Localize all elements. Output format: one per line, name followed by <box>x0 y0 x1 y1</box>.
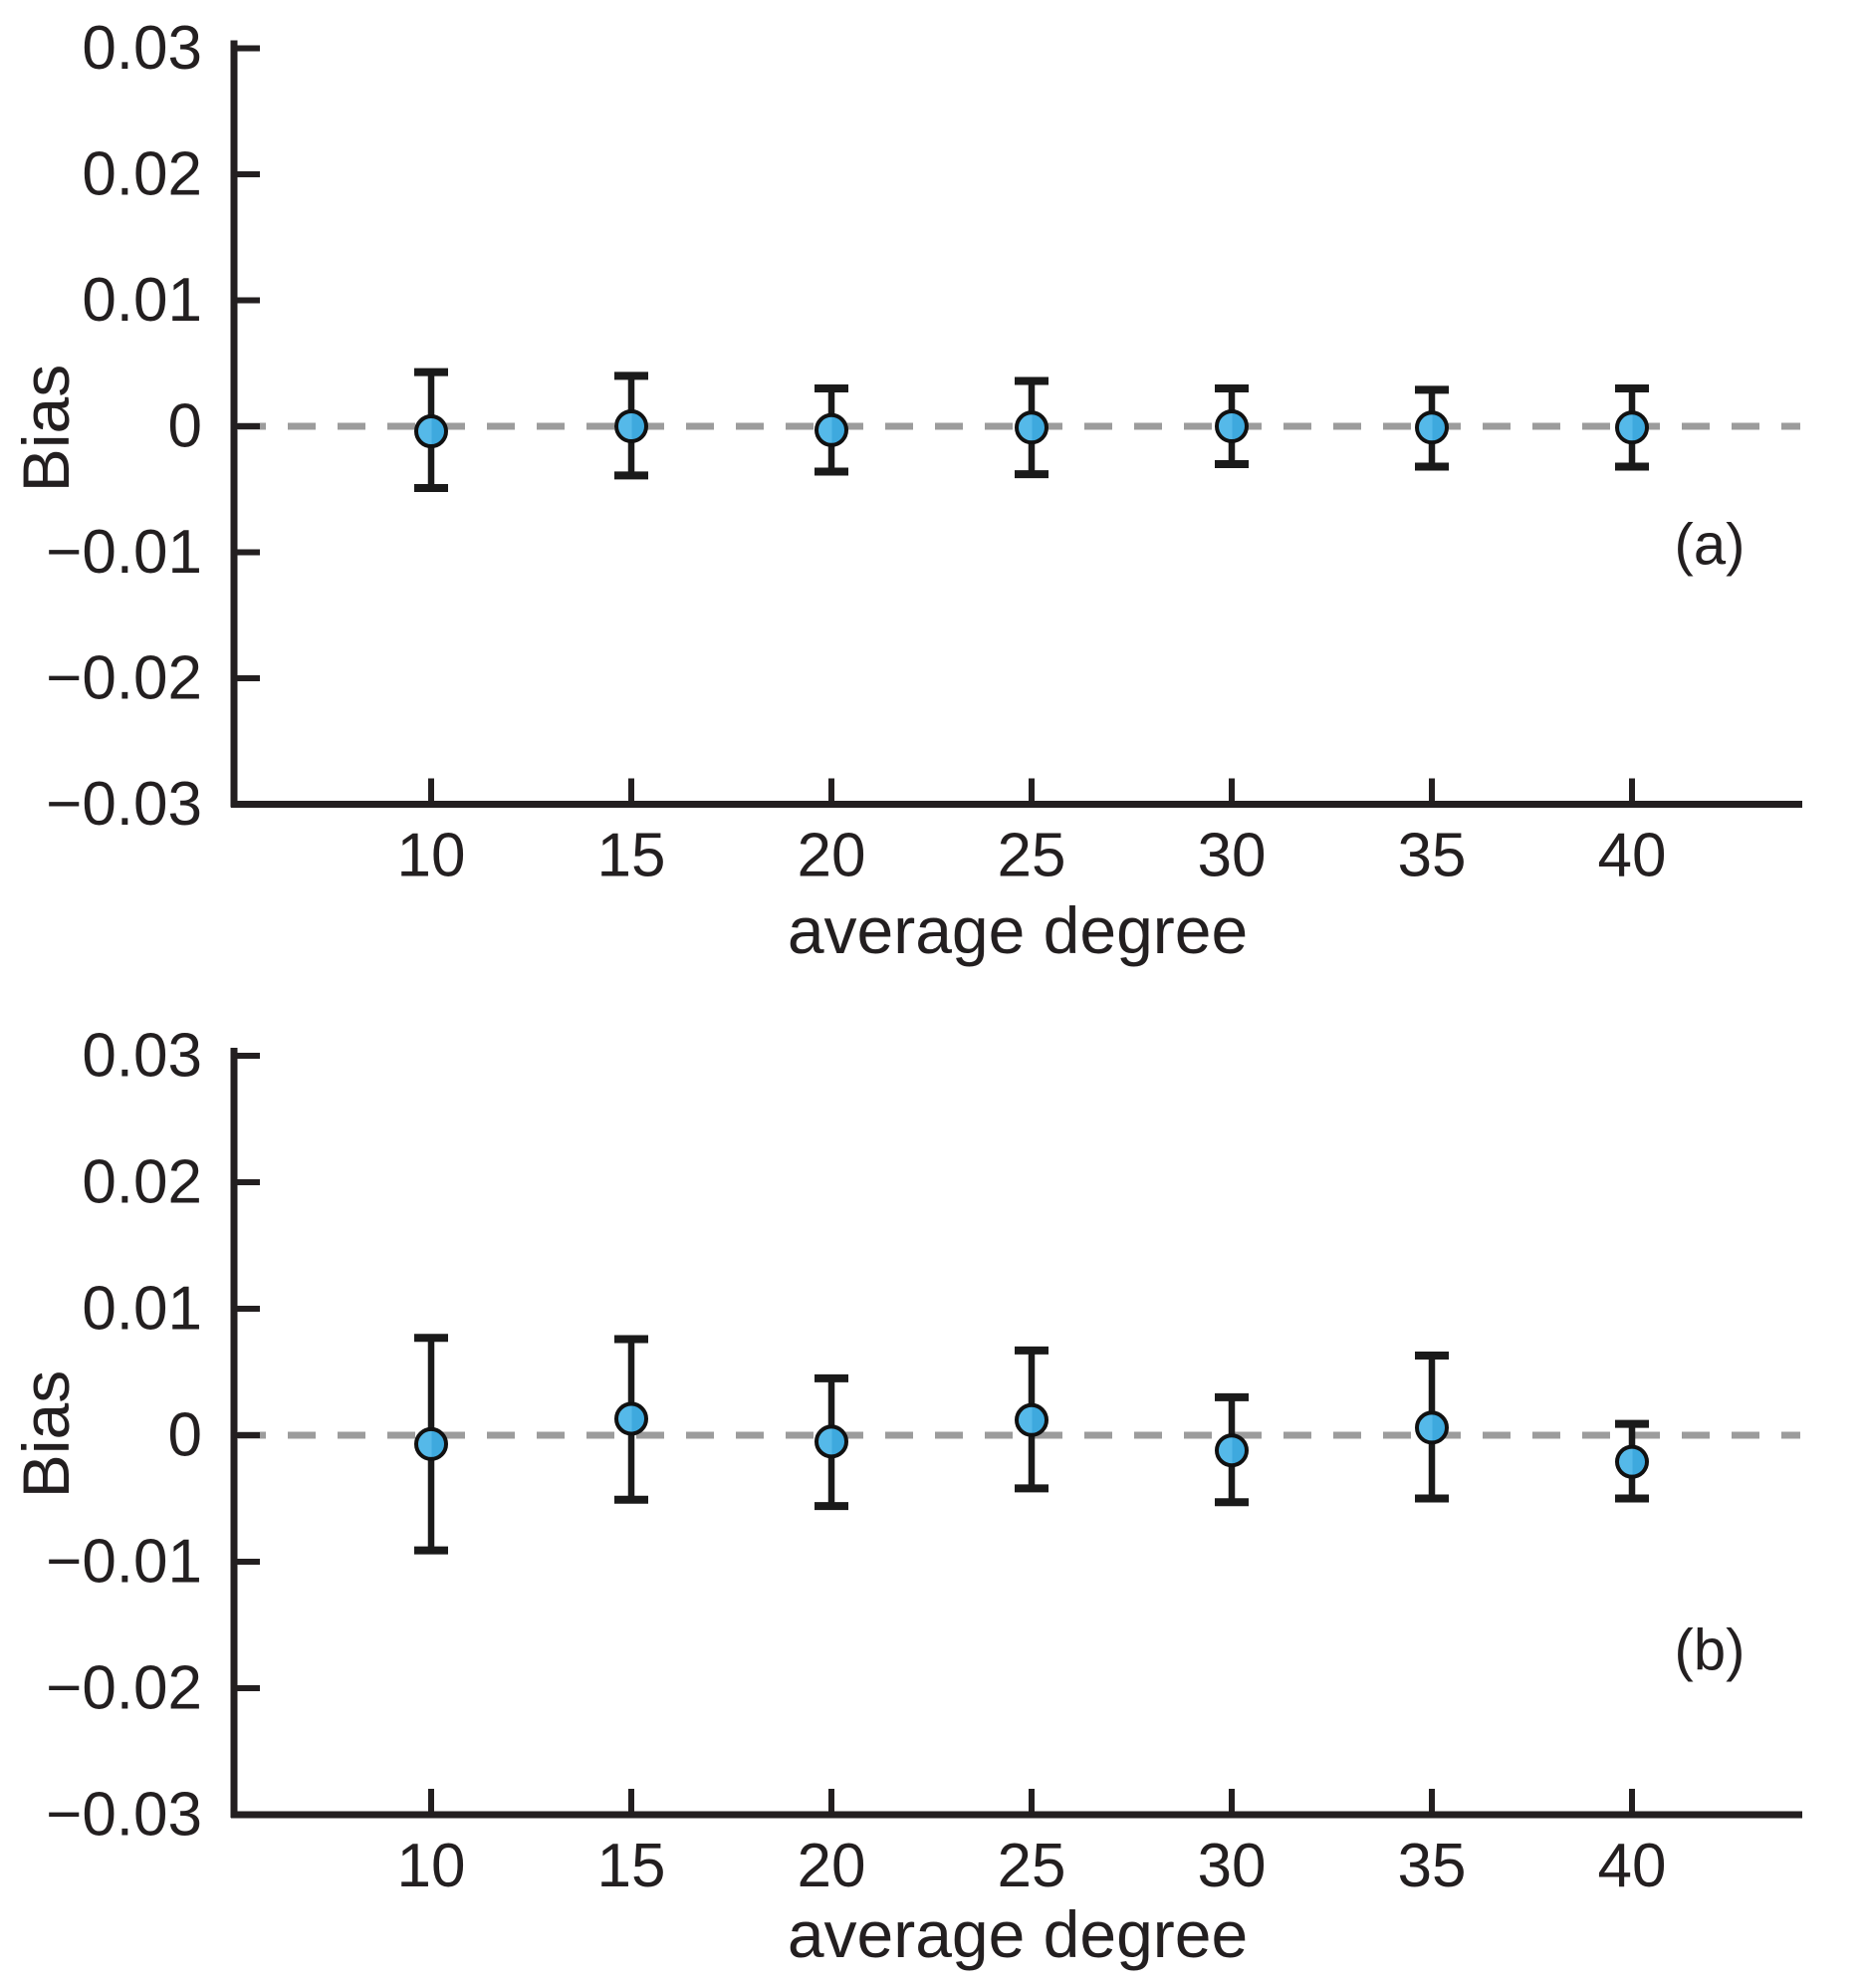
data-point <box>1215 1433 1249 1468</box>
data-points <box>414 409 1649 449</box>
data-point <box>1415 1410 1449 1445</box>
x-tick-label: 40 <box>1598 1832 1667 1900</box>
panel-a: 0.03 0.02 0.01 0 −0.01 −0.02 −0.03 10 15 20 25 30 35… <box>46 14 1802 890</box>
data-point <box>1015 1402 1048 1437</box>
data-points <box>414 1401 1649 1479</box>
y-axis-title: Bias <box>9 1369 83 1499</box>
error-bars <box>414 1334 1649 1555</box>
data-point <box>1215 409 1249 443</box>
x-tick-label: 15 <box>597 822 666 890</box>
panel-label-b: (b) <box>1674 1617 1746 1683</box>
x-tick-label: 40 <box>1598 822 1667 890</box>
y-tick-label: 0.02 <box>82 1148 202 1217</box>
data-point <box>414 1426 448 1461</box>
y-tick-label: 0.02 <box>82 140 202 209</box>
axes: 0.03 0.02 0.01 0 −0.01 −0.02 −0.03 10 15 20 25 30 35… <box>46 1022 1802 1900</box>
panel-b: 0.03 0.02 0.01 0 −0.01 −0.02 −0.03 10 15 20 25 30 35… <box>46 1022 1802 1900</box>
y-tick-label: −0.02 <box>46 1654 202 1723</box>
panel-label-a: (a) <box>1674 512 1746 578</box>
data-point <box>614 1401 648 1436</box>
x-axis-title: average degree <box>787 893 1249 967</box>
x-tick-label: 25 <box>998 1832 1066 1900</box>
y-tick-label: −0.01 <box>46 1528 202 1597</box>
data-point <box>815 412 848 447</box>
y-tick-label: −0.03 <box>46 1781 202 1850</box>
data-point <box>414 414 448 449</box>
x-axis-title: average degree <box>787 1897 1249 1971</box>
x-tick-label: 10 <box>397 1832 466 1900</box>
y-tick-label: 0 <box>168 1401 202 1470</box>
data-point <box>1415 410 1449 445</box>
data-point <box>1015 410 1048 445</box>
y-tick-label: −0.03 <box>46 770 202 839</box>
x-tick-label: 30 <box>1198 1832 1267 1900</box>
x-tick-label: 15 <box>597 1832 666 1900</box>
y-tick-label: 0.01 <box>82 266 202 335</box>
data-point <box>815 1424 848 1459</box>
x-tick-label: 10 <box>397 822 466 890</box>
x-tick-label: 20 <box>798 822 866 890</box>
x-tick-label: 35 <box>1398 822 1467 890</box>
x-tick-label: 30 <box>1198 822 1267 890</box>
x-tick-label: 25 <box>998 822 1066 890</box>
axes: 0.03 0.02 0.01 0 −0.01 −0.02 −0.03 10 15 20 25 30 35… <box>46 14 1802 890</box>
y-tick-label: −0.01 <box>46 518 202 587</box>
data-point <box>1615 410 1649 445</box>
y-tick-label: 0 <box>168 392 202 461</box>
data-point <box>1615 1444 1649 1479</box>
y-tick-label: 0.03 <box>82 1022 202 1091</box>
y-tick-label: −0.02 <box>46 644 202 713</box>
x-tick-label: 35 <box>1398 1832 1467 1900</box>
y-tick-label: 0.03 <box>82 14 202 83</box>
y-axis-title: Bias <box>9 364 83 493</box>
y-tick-label: 0.01 <box>82 1275 202 1344</box>
data-point <box>614 409 648 443</box>
x-tick-label: 20 <box>798 1832 866 1900</box>
